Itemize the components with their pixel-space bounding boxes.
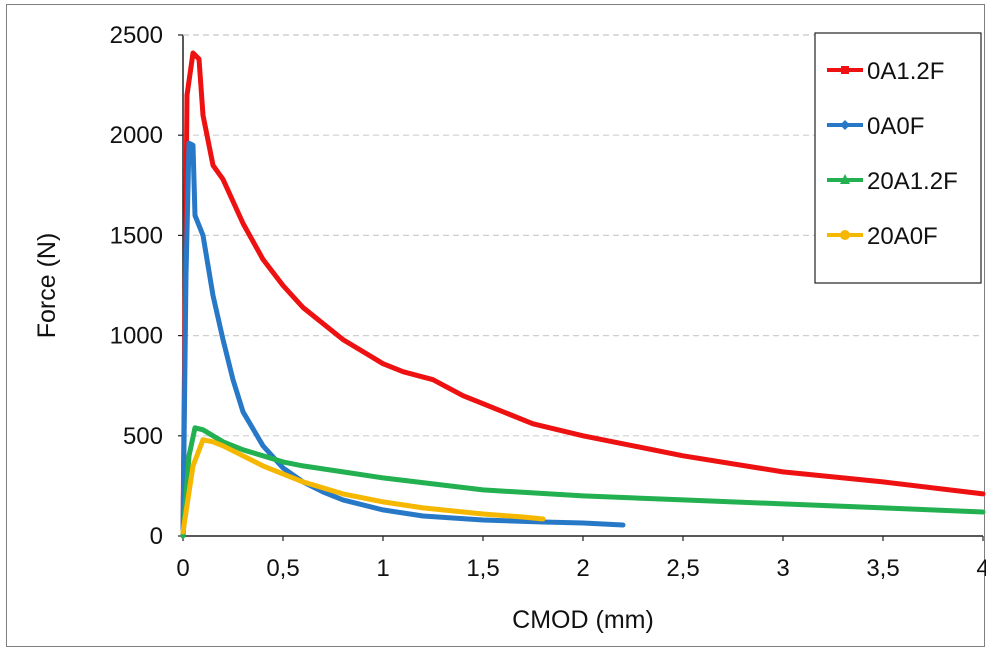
- x-tick-labels: 0 0,5 1 1,5 2 2,5 3 3,5 4: [176, 536, 986, 582]
- legend-label: 20A1.2F: [867, 168, 958, 195]
- series-line-0A1.2F: [180, 50, 986, 535]
- x-tick-label: 2: [576, 555, 589, 582]
- legend-marker-square: [841, 66, 849, 74]
- x-tick-label: 0: [176, 555, 189, 582]
- legend-label: 20A0F: [867, 223, 938, 250]
- y-tick-labels: 0 500 1000 1500 2000 2500: [110, 22, 183, 550]
- legend-marker-diamond: [840, 120, 850, 130]
- series-line-0A0F: [180, 140, 626, 535]
- legend-marker-circle: [840, 230, 850, 240]
- x-tick-label: 3,5: [866, 555, 899, 582]
- y-tick-label: 0: [150, 523, 163, 550]
- y-tick-label: 1500: [110, 222, 163, 249]
- legend-label: 0A1.2F: [867, 58, 944, 85]
- y-tick-label: 2000: [110, 122, 163, 149]
- series-line-20A1.2F: [180, 425, 986, 539]
- legend-marker-triangle: [840, 174, 850, 184]
- series-lines: [180, 50, 986, 539]
- x-tick-label: 1,5: [466, 555, 499, 582]
- y-tick-label: 500: [123, 423, 163, 450]
- x-tick-label: 0,5: [266, 555, 299, 582]
- x-axis-title: CMOD (mm): [512, 606, 654, 634]
- chart-frame: 0 500 1000 1500 2000 2500 0 0,5 1 1,5 2 2,5 3 3,5 4 F…: [6, 4, 986, 647]
- x-tick-label: 1: [376, 555, 389, 582]
- x-tick-label: 3: [776, 555, 789, 582]
- legend-box: [814, 32, 982, 284]
- force-cmod-chart: 0 500 1000 1500 2000 2500 0 0,5 1 1,5 2 2,5 3 3,5 4 F…: [33, 22, 986, 634]
- y-axis-title: Force (N): [33, 233, 61, 339]
- x-tick-label: 4: [976, 555, 986, 582]
- y-tick-label: 2500: [110, 22, 163, 49]
- series-line-20A0F: [180, 437, 546, 535]
- x-tick-label: 2,5: [666, 555, 699, 582]
- y-tick-label: 1000: [110, 323, 163, 350]
- legend: 0A1.2F 0A0F 20A1.2F 20A0F: [814, 32, 982, 284]
- legend-label: 0A0F: [867, 113, 924, 140]
